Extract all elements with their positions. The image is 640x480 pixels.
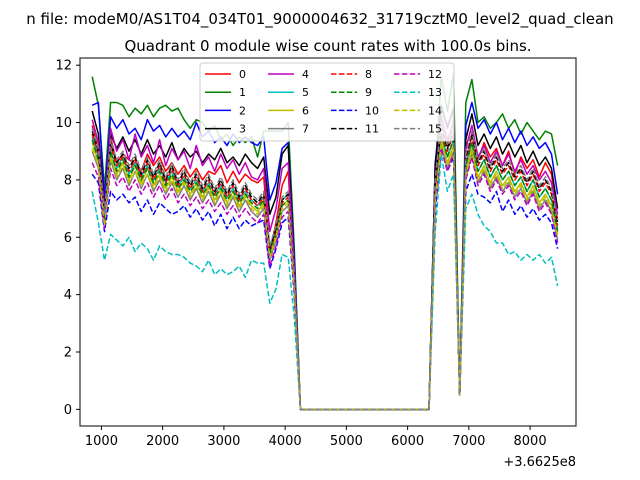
- legend-label-0: 0: [239, 68, 246, 81]
- x-tick-label: 8000: [514, 434, 547, 449]
- x-tick-label: 2000: [146, 434, 179, 449]
- chart-title: Quadrant 0 module wise count rates with …: [124, 37, 531, 55]
- legend-label-9: 9: [365, 86, 372, 99]
- legend-label-2: 2: [239, 104, 246, 117]
- figure-suptitle: n file: modeM0/AS1T04_034T01_9000004632_…: [26, 10, 613, 29]
- legend-label-1: 1: [239, 86, 246, 99]
- x-tick-label: 3000: [207, 434, 240, 449]
- series-line-3: [91, 104, 559, 411]
- legend-label-11: 11: [365, 123, 379, 136]
- series-line-13: [91, 153, 559, 411]
- legend-label-3: 3: [239, 123, 246, 136]
- legend-label-5: 5: [302, 86, 309, 99]
- y-tick-label: 8: [64, 173, 72, 188]
- legend-label-8: 8: [365, 68, 372, 81]
- plot-series-group: [91, 73, 559, 411]
- series-line-14: [91, 141, 559, 411]
- series-line-4: [91, 116, 559, 411]
- legend-label-6: 6: [302, 104, 309, 117]
- y-tick-label: 6: [64, 231, 72, 246]
- legend-label-12: 12: [428, 68, 442, 81]
- x-axis-offset-label: +3.6625e8: [503, 455, 576, 470]
- series-line-11: [91, 124, 559, 411]
- y-tick-label: 4: [64, 288, 72, 303]
- y-tick-label: 0: [64, 403, 72, 418]
- legend-label-4: 4: [302, 68, 309, 81]
- series-line-15: [91, 121, 559, 411]
- series-line-10: [91, 147, 559, 411]
- axes-frame: [79, 57, 577, 427]
- y-axis: 0 2 4 6 8 10 12: [55, 59, 80, 418]
- legend-label-7: 7: [302, 123, 309, 136]
- legend-label-10: 10: [365, 104, 379, 117]
- legend-box: [199, 62, 455, 142]
- y-tick-label: 10: [55, 116, 72, 131]
- legend-label-13: 13: [428, 86, 442, 99]
- series-line-2: [91, 101, 559, 411]
- x-tick-label: 6000: [391, 434, 424, 449]
- x-axis: 1000 2000 3000 4000 5000 6000 7000 8000: [85, 426, 547, 449]
- series-line-12: [91, 147, 559, 411]
- x-tick-label: 1000: [85, 434, 118, 449]
- x-tick-label: 4000: [269, 434, 302, 449]
- y-tick-label: 12: [55, 59, 72, 74]
- x-tick-label: 5000: [330, 434, 363, 449]
- legend-label-14: 14: [428, 104, 442, 117]
- x-tick-label: 7000: [452, 434, 485, 449]
- legend-label-15: 15: [428, 123, 442, 136]
- y-tick-label: 2: [64, 345, 72, 360]
